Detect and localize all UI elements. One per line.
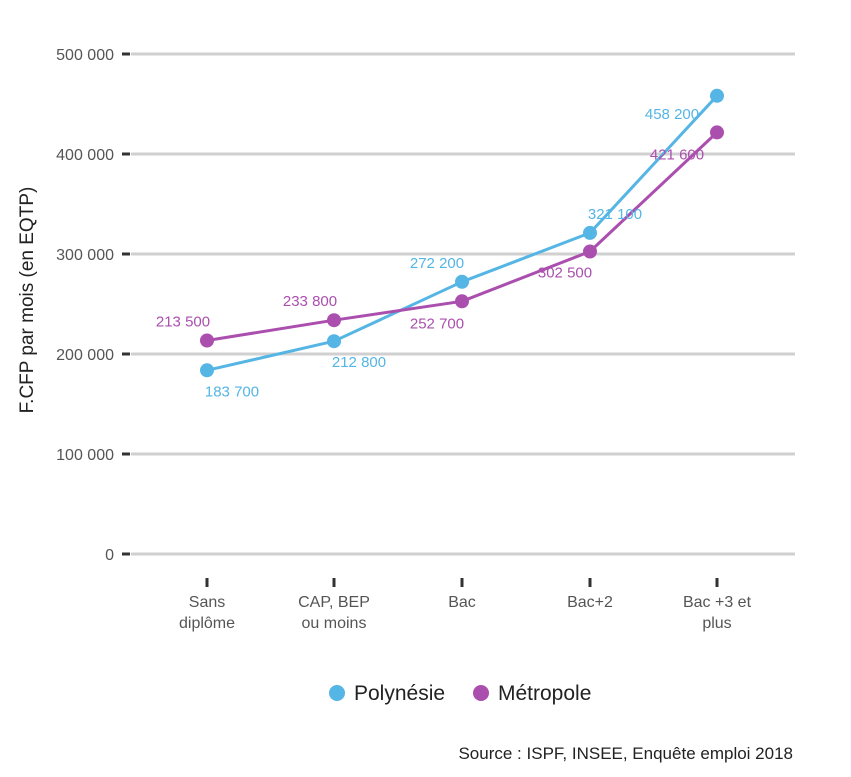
data-label-1-0: 213 500 bbox=[156, 314, 210, 331]
data-label-0-2: 272 200 bbox=[410, 255, 464, 272]
x-tick-label-1: CAP, BEP ou moins bbox=[298, 594, 370, 632]
y-tick-label-0: 0 bbox=[105, 547, 114, 564]
data-label-1-1: 233 800 bbox=[283, 293, 337, 310]
x-tick-label-line: Bac bbox=[448, 594, 476, 611]
legend: Polynésie Métropole bbox=[329, 682, 591, 705]
data-point-0-0 bbox=[200, 363, 214, 378]
data-label-0-3: 321 100 bbox=[588, 206, 642, 223]
legend-label-polynesie: Polynésie bbox=[354, 682, 445, 705]
data-point-1-0 bbox=[200, 333, 214, 348]
y-tick-label-4: 400 000 bbox=[56, 147, 114, 164]
x-tick-label-0: Sans diplôme bbox=[179, 594, 235, 632]
data-point-0-3 bbox=[583, 225, 597, 240]
x-tick-label-line: Bac+2 bbox=[567, 594, 613, 611]
legend-marker-metropole bbox=[473, 685, 489, 701]
data-point-1-2 bbox=[455, 294, 469, 309]
axes: 0 100 000 200 000 300 000 400 000 500 000 Sans… bbox=[56, 47, 751, 632]
x-tick-label-line: Sans bbox=[189, 594, 225, 611]
x-tick-label-4: Bac +3 et plus bbox=[683, 594, 752, 632]
data-point-1-3 bbox=[583, 244, 597, 259]
gridlines bbox=[131, 52, 795, 556]
series bbox=[200, 88, 724, 378]
x-tick-label-2: Bac bbox=[448, 594, 476, 611]
x-tick-label-3: Bac+2 bbox=[567, 594, 613, 611]
x-tick-label-line: Bac +3 et bbox=[683, 594, 752, 611]
y-tick-label-3: 300 000 bbox=[56, 247, 114, 264]
y-tick-label-5: 500 000 bbox=[56, 47, 114, 64]
data-label-0-4: 458 200 bbox=[645, 106, 699, 123]
data-point-0-1 bbox=[327, 334, 341, 349]
x-tick-label-line: diplôme bbox=[179, 615, 235, 632]
x-tick-label-line: CAP, BEP bbox=[298, 594, 370, 611]
y-tick-label-1: 100 000 bbox=[56, 447, 114, 464]
data-point-1-1 bbox=[327, 313, 341, 328]
legend-marker-polynesie bbox=[329, 685, 345, 701]
x-tick-label-line: plus bbox=[702, 615, 731, 632]
y-tick-label-2: 200 000 bbox=[56, 347, 114, 364]
data-label-1-2: 252 700 bbox=[410, 315, 464, 332]
data-point-0-4 bbox=[710, 88, 724, 103]
data-label-1-4: 421 600 bbox=[650, 146, 704, 163]
y-axis-label: F.CFP par mois (en EQTP) bbox=[17, 187, 38, 414]
data-label-0-1: 212 800 bbox=[332, 354, 386, 371]
data-label-1-3: 302 500 bbox=[538, 265, 592, 282]
data-labels: 183 700 212 800 272 200 321 100 458 200 213 5… bbox=[156, 106, 704, 400]
data-point-1-4 bbox=[710, 125, 724, 140]
x-tick-label-line: ou moins bbox=[302, 615, 367, 632]
data-label-0-0: 183 700 bbox=[205, 383, 259, 400]
data-point-0-2 bbox=[455, 274, 469, 289]
source-note: Source : ISPF, INSEE, Enquête emploi 201… bbox=[458, 744, 793, 763]
legend-label-metropole: Métropole bbox=[498, 682, 591, 705]
